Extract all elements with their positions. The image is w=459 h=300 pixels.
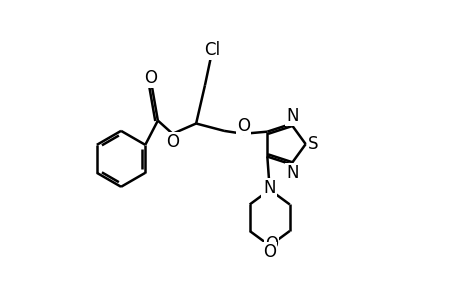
Text: S: S — [307, 135, 318, 153]
Text: O: O — [166, 133, 179, 151]
Text: O: O — [236, 117, 249, 135]
Text: O: O — [263, 243, 276, 261]
Text: Cl: Cl — [204, 41, 220, 59]
Text: N: N — [262, 179, 274, 197]
Text: N: N — [285, 164, 298, 181]
Text: N: N — [263, 179, 275, 197]
Text: O: O — [144, 69, 157, 87]
Text: O: O — [264, 235, 277, 253]
Text: N: N — [285, 107, 298, 125]
